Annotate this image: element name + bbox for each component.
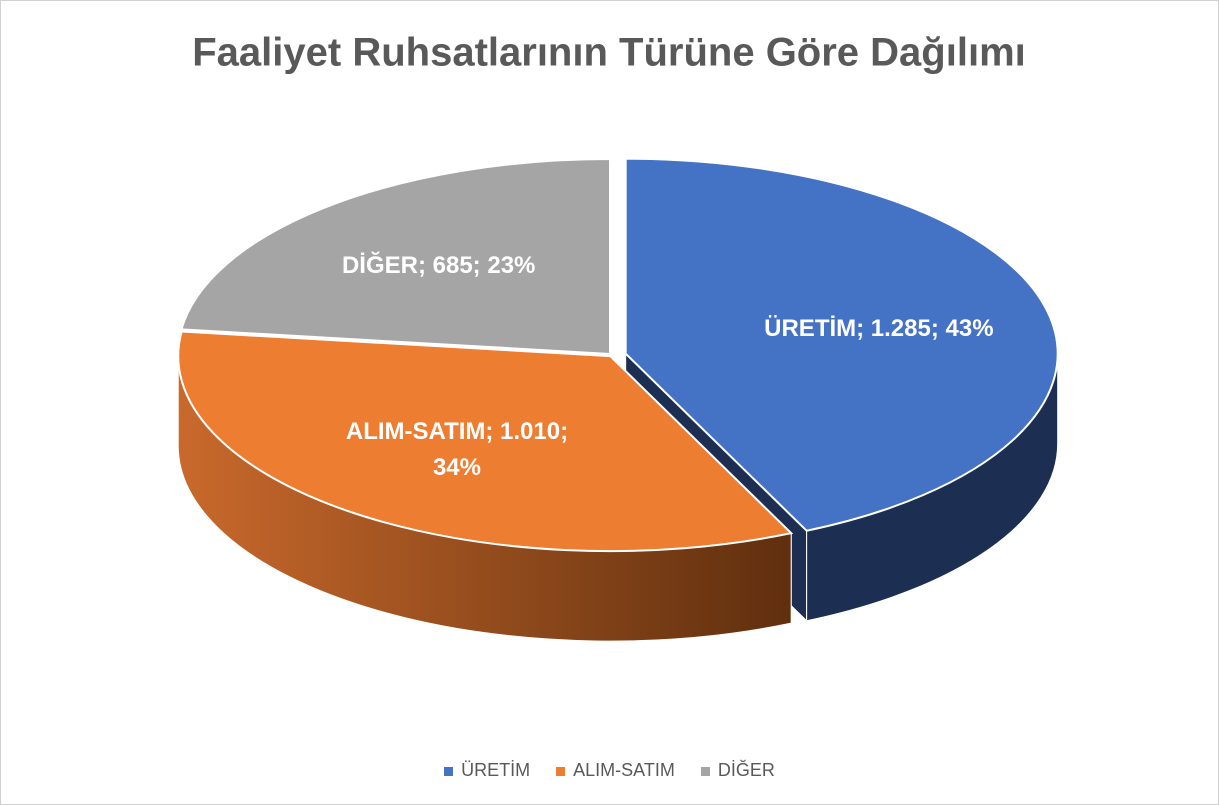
legend-swatch <box>556 766 566 776</box>
legend-label: ALIM-SATIM <box>573 760 675 780</box>
legend-swatch <box>700 766 710 776</box>
legend-label: DİĞER <box>717 760 775 780</box>
data-label: ÜRETİM; 1.285; 43% <box>764 314 994 342</box>
pie <box>177 157 1059 642</box>
slice <box>180 157 612 356</box>
slice <box>624 157 1059 532</box>
data-label: ALIM-SATIM; 1.010; 34% <box>345 418 569 482</box>
slice <box>177 330 794 553</box>
data-label: DİĞER; 685; 23% <box>341 252 536 280</box>
legend-item: ALIM-SATIM <box>556 760 675 781</box>
legend-label: ÜRETİM <box>461 760 531 780</box>
legend: ÜRETİM ALIM-SATIM DİĞER <box>0 760 1219 781</box>
chart-title: Faaliyet Ruhsatlarının Türüne Göre Dağıl… <box>192 31 1026 75</box>
legend-swatch <box>444 766 454 776</box>
legend-item: ÜRETİM <box>444 760 530 781</box>
legend-item: DİĞER <box>700 760 775 781</box>
